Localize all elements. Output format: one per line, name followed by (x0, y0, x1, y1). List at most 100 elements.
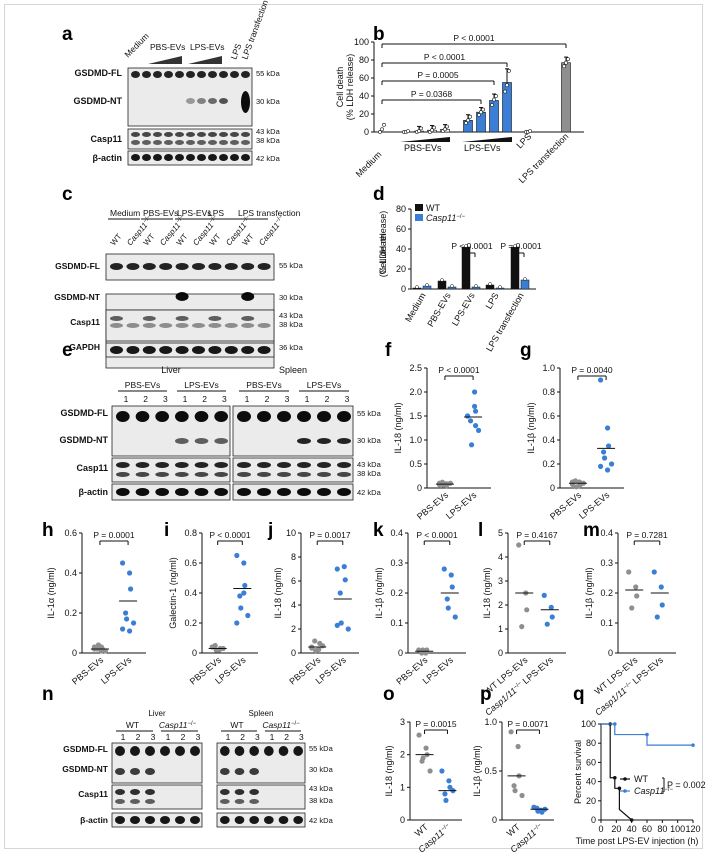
point-p (535, 808, 541, 814)
ytick-label-f: 1.0 (409, 435, 422, 445)
xtick-label-q: 80 (657, 824, 667, 834)
blot-e-band-casp11-43 (214, 462, 229, 468)
point-i (212, 642, 218, 649)
xlabel-p-0: WT (505, 822, 523, 839)
blot-a-kda-30: 30 kDa (256, 97, 281, 106)
xlabel-b-lps-evs: LPS-EVs (464, 143, 501, 153)
ylabel-j: IL-18 (ng/ml) (273, 567, 283, 618)
point-d (513, 244, 517, 248)
blot-c-band-gapdh (241, 346, 255, 354)
ytick-label-i: 0.8 (184, 528, 197, 538)
blot-a-band-casp11-38 (131, 140, 140, 145)
blot-n-kda-43: 43 kDa (309, 784, 334, 793)
pvalue-m: P = 0.7281 (626, 530, 667, 540)
point-b (479, 110, 483, 115)
gradient-b-lps (462, 137, 512, 142)
pvalue-b: P = 0.0005 (417, 70, 458, 80)
ytick-label-k: 0.4 (390, 528, 403, 538)
blot-e-band-actin (135, 488, 150, 496)
ytick-label-k: 0.2 (390, 588, 403, 598)
blot-a-band-fl (241, 71, 250, 78)
point-j (338, 620, 344, 626)
point-k (449, 584, 455, 590)
point-b (443, 127, 447, 132)
point-k (445, 605, 451, 611)
blot-e-band-actin (317, 488, 331, 496)
point-i (245, 612, 251, 619)
blot-a-casp11-box (127, 128, 253, 150)
panel-letter-b: b (373, 24, 385, 45)
pvalue-h: P = 0.0001 (93, 530, 134, 540)
blot-c-group-3: LPS (208, 208, 224, 218)
blot-e-lane-1-4: 2 (325, 394, 330, 404)
blot-e-lane-1-0: 1 (245, 394, 250, 404)
blot-n-band-nt (249, 768, 259, 775)
blot-c-genotype-0: WT (109, 232, 124, 247)
point-b (432, 125, 436, 130)
blot-n-band-fl (190, 746, 200, 756)
panel-letter-a: a (62, 24, 73, 45)
point-k (448, 572, 454, 578)
ytick-label-i: 0.6 (184, 558, 197, 568)
blot-c-band-gapdh (192, 346, 205, 354)
blot-n-band-casp11-43 (220, 789, 230, 795)
ytick-label-j: 6 (291, 576, 296, 586)
blot-n-band-fl (278, 746, 289, 756)
blot-a-band-casp11-43 (219, 132, 228, 137)
blot-a-kda-43: 43 kDa (256, 127, 281, 136)
bar-d (520, 279, 530, 290)
blot-a-row-gsdmd-nt: GSDMD-NT (74, 96, 123, 106)
blot-n-genotype-1-1: Casp11−/− (262, 720, 300, 730)
ytick-label-k: 0.1 (390, 618, 403, 628)
blot-c-kda-30: 30 kDa (279, 293, 304, 302)
blot-c-band-gapdh (175, 346, 189, 354)
xlabel-d-3: LPS (484, 291, 501, 311)
blot-n-band-casp11-38 (234, 799, 245, 804)
blot-c-band-fl (257, 263, 271, 270)
ytick-label-d: 0 (401, 284, 406, 294)
blot-c-band-gapdh (208, 346, 222, 354)
point-d (464, 244, 468, 248)
point-h (126, 570, 133, 576)
blot-c-row-gsdmd-fl: GSDMD-FL (55, 261, 100, 271)
point-b (406, 129, 410, 134)
point-j (334, 622, 340, 629)
point-o (443, 797, 449, 804)
blot-n-band-actin (175, 816, 185, 824)
blot-n-lane-1-0: 1 (226, 732, 231, 742)
panel-letter-i: i (164, 520, 169, 541)
blot-e-band-fl (277, 411, 291, 422)
point-b (419, 126, 423, 131)
point-h (127, 586, 134, 592)
xlabel-d-2: LPS-EVs (450, 291, 477, 328)
point-i (237, 593, 243, 599)
ytick-label-b: 80 (359, 55, 369, 65)
ytick-label-b: 60 (359, 73, 369, 83)
blot-n-band-nt (234, 768, 245, 775)
point-l (544, 621, 550, 627)
blot-a-band-casp11-43 (175, 132, 184, 137)
ytick-label-g: 0.6 (542, 411, 555, 421)
point-m (629, 605, 635, 611)
blot-e-tissue-spleen: Spleen (279, 365, 307, 375)
point-b (492, 97, 496, 102)
blot-e-band-casp11-38 (155, 472, 170, 477)
point-h (126, 628, 133, 634)
blot-c-group-2: LPS-EVs (177, 208, 212, 218)
point-b (503, 89, 507, 94)
blot-n-lane-1-1: 2 (240, 732, 245, 742)
blot-a-band-actin (219, 154, 228, 161)
blot-c-band-fl (192, 263, 205, 270)
panel-letter-m: m (583, 520, 600, 541)
point-p (512, 788, 518, 794)
blot-c-band-casp11-38 (142, 323, 156, 328)
blot-c-band-casp11-38 (126, 323, 140, 328)
blot-e-band-actin (297, 488, 311, 496)
survival-marker-0 (629, 818, 634, 822)
gradient-b-pbs (400, 137, 450, 142)
blot-a-band-casp11-43 (241, 132, 250, 137)
ytick-label-f: 1.5 (409, 411, 422, 421)
blot-e-kda-43: 43 kDa (357, 460, 382, 469)
blot-n-band-actin (220, 816, 230, 824)
blot-e-band-actin (257, 488, 271, 496)
